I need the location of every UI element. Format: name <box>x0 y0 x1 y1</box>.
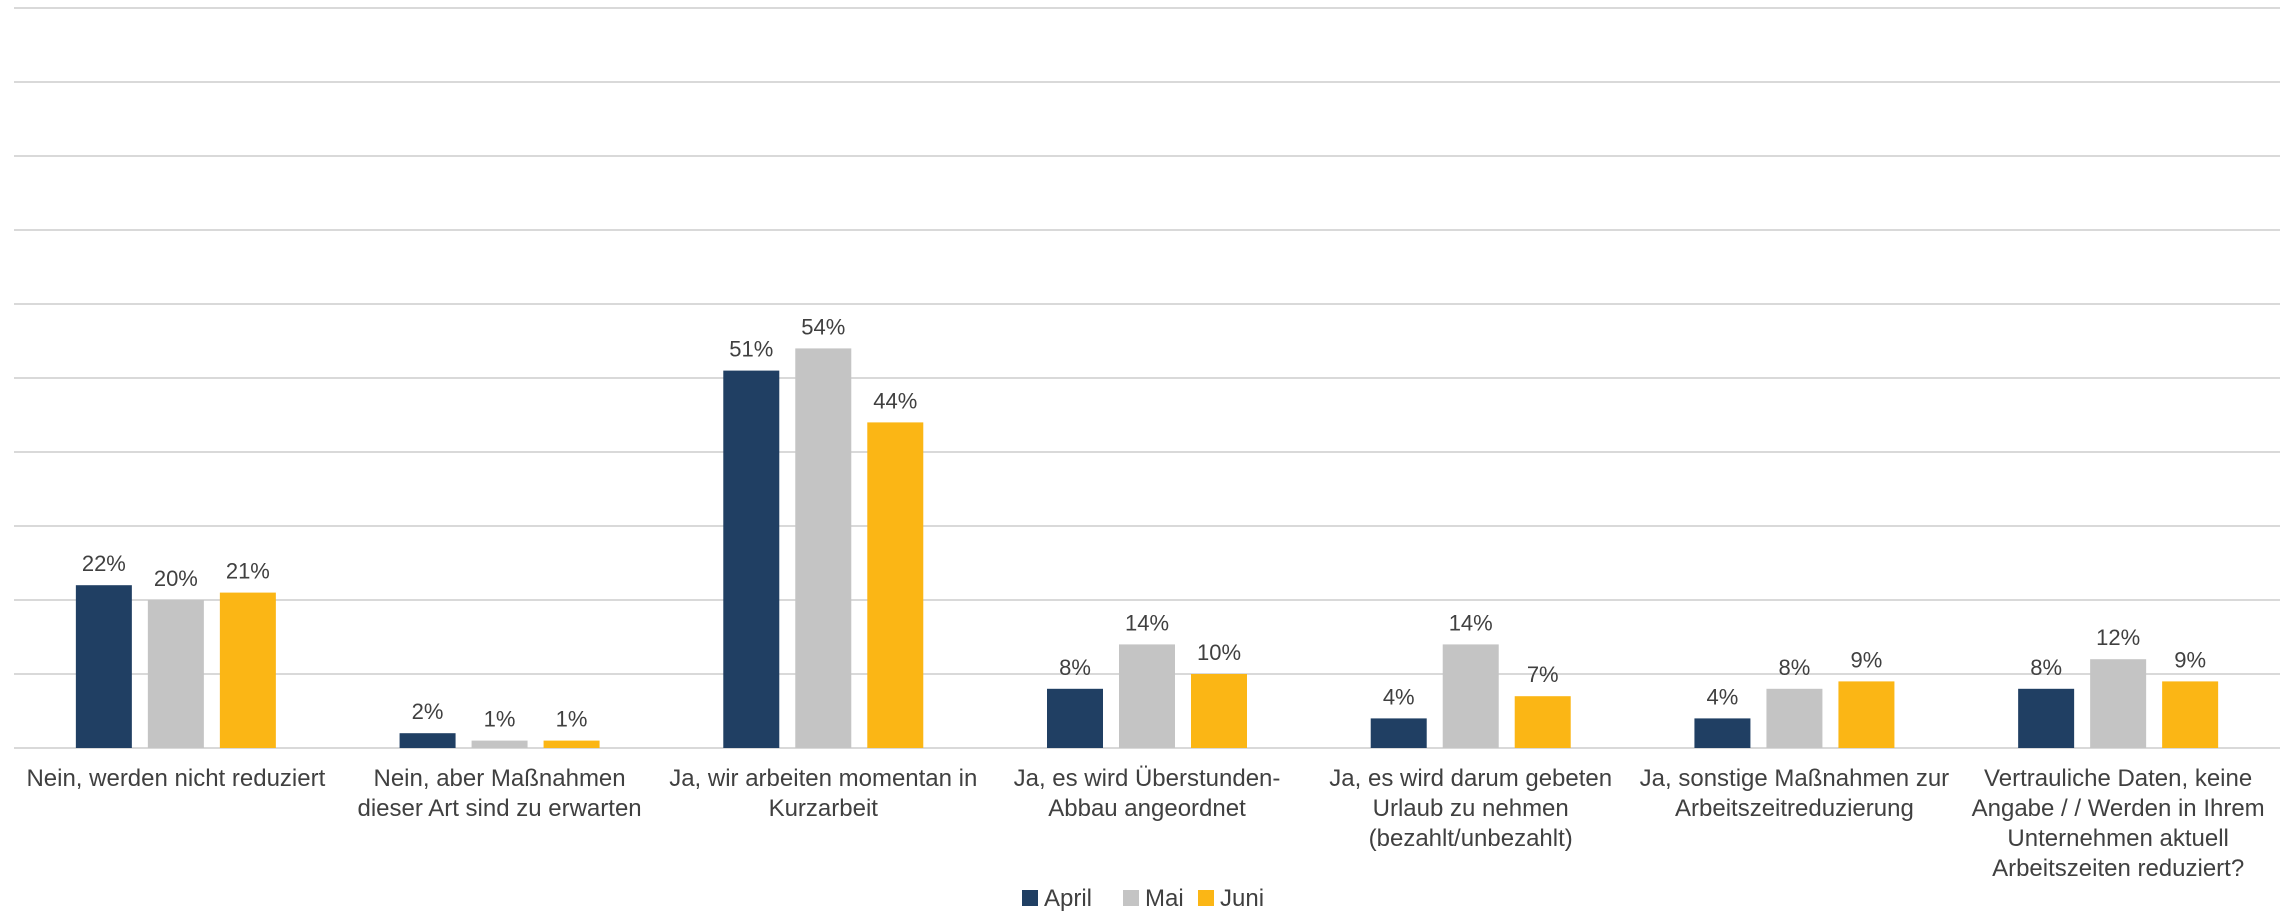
bar-mai <box>1442 644 1499 748</box>
data-label: 8% <box>2030 655 2062 680</box>
category-label: Ja, es wird darum gebeten Urlaub zu nehme… <box>1329 765 1612 852</box>
data-label: 14% <box>1125 610 1169 635</box>
data-label: 51% <box>729 337 773 362</box>
category-label: Ja, sonstige Maßnahmen zur Arbeitszeitred… <box>1640 765 1949 822</box>
data-label: 4% <box>1383 684 1415 709</box>
category-label-line: Angabe / / Werden in Ihrem <box>1972 795 2265 822</box>
data-label: 44% <box>873 388 917 413</box>
category-label-line: Nein, werden nicht reduziert <box>26 765 325 792</box>
category-label-line: Abbau angeordnet <box>1048 795 1246 822</box>
bar-juni <box>1514 696 1571 748</box>
legend: April Mai Juni <box>1022 885 1264 912</box>
legend-label: Mai <box>1145 885 1184 912</box>
data-label: 4% <box>1707 684 1739 709</box>
bars <box>75 348 2219 748</box>
data-label: 8% <box>1059 655 1091 680</box>
data-label: 9% <box>2174 647 2206 672</box>
category-label-line: (bezahlt/unbezahlt) <box>1369 825 1573 852</box>
data-label: 1% <box>556 707 588 732</box>
bar-mai <box>1119 644 1175 748</box>
category-label-line: Vertrauliche Daten, keine <box>1984 765 2252 792</box>
data-label: 14% <box>1449 610 1493 635</box>
category-label: Vertrauliche Daten, keine Angabe / / Werd… <box>1972 765 2265 882</box>
category-label: Ja, wir arbeiten momentan in Kurzarbeit <box>669 765 977 822</box>
bar-juni <box>543 740 600 748</box>
category-label-line: Arbeitszeitreduzierung <box>1675 795 1914 822</box>
bar-juni <box>867 422 924 748</box>
category-label-line: Ja, wir arbeiten momentan in <box>669 765 977 792</box>
bar-mai <box>147 600 204 748</box>
category-label-line: Nein, aber Maßnahmen <box>374 765 626 792</box>
data-label: 9% <box>1851 647 1883 672</box>
category-label: Nein, werden nicht reduziert <box>26 765 325 792</box>
category-label-line: Unternehmen aktuell <box>2007 825 2228 852</box>
data-label: 2% <box>412 699 444 724</box>
data-label: 8% <box>1779 655 1811 680</box>
data-label: 7% <box>1527 662 1559 687</box>
bar-mai <box>2090 659 2147 748</box>
legend-swatch <box>1123 890 1139 906</box>
bar-april <box>2018 688 2075 748</box>
legend-label: April <box>1044 885 1092 912</box>
category-label-line: dieser Art sind zu erwarten <box>358 795 642 822</box>
data-labels: 22% 20% 21% 2% 1% 1% 51% 54% 44% 8% 14% 10% 4% 14% 7% 4… <box>82 314 2206 731</box>
legend-swatch <box>1198 890 1214 906</box>
bar-juni <box>1838 681 1895 748</box>
bar-mai <box>471 740 528 748</box>
legend-swatch <box>1022 890 1038 906</box>
category-label-line: Kurzarbeit <box>769 795 879 822</box>
category-label-line: Ja, es wird darum gebeten <box>1329 765 1612 792</box>
category-labels: Nein, werden nicht reduziert Nein, aber M… <box>26 765 2264 882</box>
bar-juni <box>2162 681 2219 748</box>
category-label-line: Ja, es wird Überstunden- <box>1014 765 1281 792</box>
bar-mai <box>795 348 852 748</box>
bar-april <box>75 585 132 748</box>
category-label: Nein, aber Maßnahmen dieser Art sind zu e… <box>358 765 642 822</box>
data-label: 20% <box>154 566 198 591</box>
category-label-line: Arbeitszeiten reduziert? <box>1992 855 2244 882</box>
data-label: 22% <box>82 551 126 576</box>
data-label: 54% <box>801 314 845 339</box>
bar-april <box>399 733 456 748</box>
category-label-line: Urlaub zu nehmen <box>1373 795 1569 822</box>
bar-mai <box>1766 688 1823 748</box>
bar-juni <box>219 592 276 748</box>
data-label: 10% <box>1197 640 1241 665</box>
category-label-line: Ja, sonstige Maßnahmen zur <box>1640 765 1949 792</box>
category-label: Ja, es wird Überstunden- Abbau angeordnet <box>1014 765 1281 822</box>
bar-juni <box>1191 674 1247 748</box>
bar-april <box>1370 718 1427 748</box>
gridlines <box>14 7 2280 749</box>
bar-april <box>723 370 780 748</box>
data-label: 12% <box>2096 625 2140 650</box>
bar-april <box>1047 688 1103 748</box>
data-label: 21% <box>226 559 270 584</box>
legend-label: Juni <box>1220 885 1264 912</box>
bar-april <box>1694 718 1751 748</box>
data-label: 1% <box>484 707 516 732</box>
